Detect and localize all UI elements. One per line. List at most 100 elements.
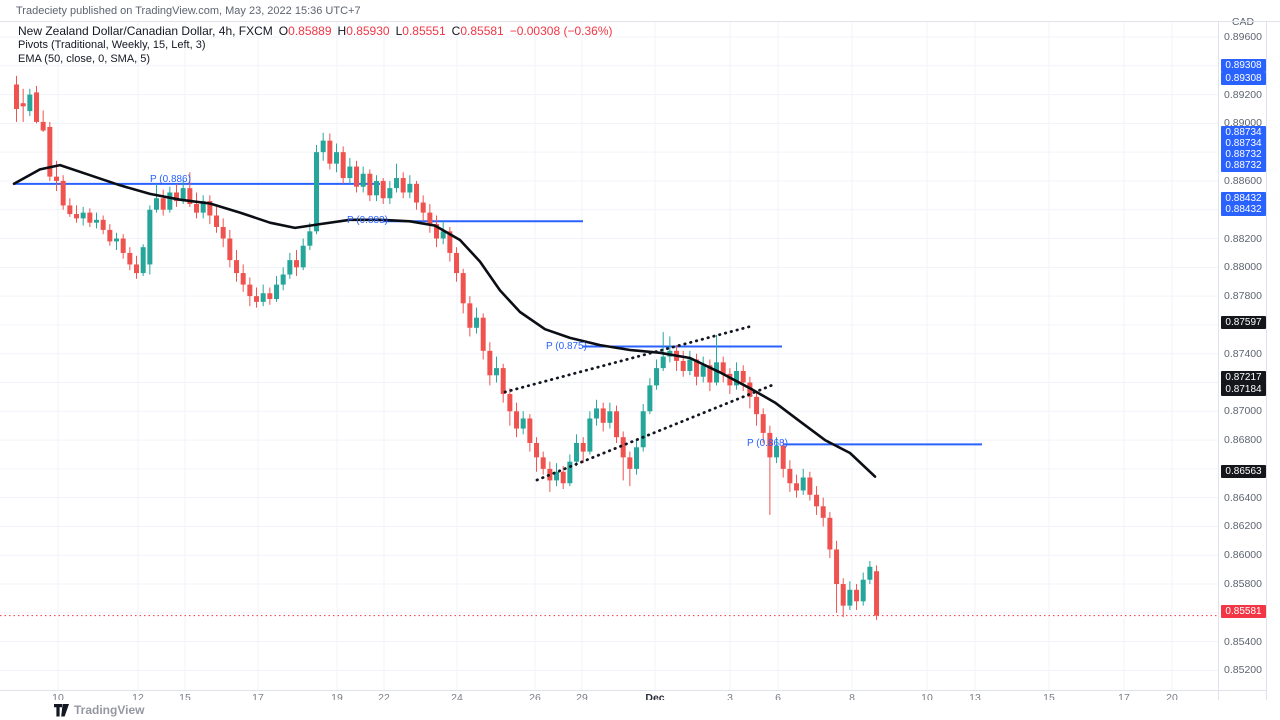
candle-body (587, 418, 593, 452)
candle-body (314, 152, 320, 232)
candle-body (427, 212, 433, 225)
candle-body (367, 173, 373, 196)
candle-body (347, 166, 353, 179)
candle-body (527, 418, 533, 443)
candle-body (607, 411, 613, 423)
candle-body (380, 180, 386, 199)
candle-body (514, 411, 520, 429)
candle-body (707, 365, 713, 383)
trendline-drawing[interactable] (535, 382, 777, 482)
candle-body (267, 293, 273, 299)
candle-body (120, 238, 126, 253)
candle-body (127, 252, 133, 265)
tradingview-logo-icon (54, 703, 69, 716)
candle-body (194, 203, 200, 213)
candle-body (867, 566, 873, 580)
indicator-ema[interactable]: EMA (50, close, 0, SMA, 5) (18, 53, 151, 65)
candle-body (467, 303, 473, 328)
candle-body (254, 296, 260, 302)
candle-body (827, 517, 833, 550)
ohlc-open-value: 0.85889 (288, 24, 332, 38)
candle-body (774, 445, 780, 458)
candle-body (414, 183, 420, 203)
candle-body (14, 84, 19, 109)
candle-body (800, 477, 806, 491)
symbol-title[interactable]: New Zealand Dollar/Canadian Dollar, 4h, … (18, 24, 273, 38)
candle-body (100, 219, 106, 230)
tradingview-logo[interactable]: TradingView (54, 703, 144, 717)
candle-body (787, 468, 793, 484)
candle-body (280, 274, 286, 285)
candle-body (287, 260, 293, 275)
candle-body (460, 273, 466, 304)
candle-body (334, 152, 340, 164)
candle-body (454, 252, 460, 274)
candle-body (547, 468, 553, 481)
candle-body (794, 483, 800, 491)
candle-body (574, 442, 580, 462)
candle-body (760, 414, 766, 433)
candle-body (27, 94, 33, 112)
candle-body (687, 359, 693, 371)
candle-body (567, 461, 573, 484)
candle-body (740, 370, 746, 383)
candle-body (494, 368, 500, 376)
candle-body (387, 188, 393, 199)
candle-body (20, 103, 26, 107)
candle-body (447, 231, 453, 253)
candle-body (594, 408, 600, 419)
indicator-pivots[interactable]: Pivots (Traditional, Weekly, 15, Left, 3… (18, 39, 206, 51)
candle-body (627, 457, 633, 469)
candle-body (340, 152, 346, 179)
candle-body (47, 126, 53, 177)
candle-body (114, 238, 120, 242)
trendline-drawing[interactable] (503, 324, 754, 394)
candle-body (700, 365, 706, 377)
candle-body (814, 494, 820, 507)
ohlc-open-key: O (278, 24, 289, 38)
candle-body (600, 408, 606, 423)
ohlc-low-key: L (395, 24, 403, 38)
candle-body (614, 411, 620, 438)
candle-body (560, 471, 566, 484)
candle-body (480, 317, 486, 351)
price-axis-divider[interactable] (1218, 21, 1219, 705)
candle-body (580, 442, 586, 452)
candle-body (780, 445, 786, 469)
candle-body (734, 370, 740, 386)
candle-body (554, 471, 560, 481)
candle-body (34, 92, 40, 122)
candle-body (140, 247, 146, 274)
candle-body (420, 202, 426, 213)
candle-body (654, 368, 660, 386)
footer-bar (0, 700, 1280, 720)
candle-body (754, 396, 760, 415)
candle-body (134, 264, 140, 274)
candle-body (167, 192, 173, 210)
candle-body (207, 201, 213, 216)
time-axis-divider[interactable] (0, 690, 1266, 691)
candle-body (540, 457, 546, 469)
candle-body (107, 229, 113, 242)
candle-body (180, 188, 186, 202)
ema-line[interactable] (12, 163, 877, 478)
ohlc-close-value: 0.85581 (460, 24, 504, 38)
candle-body (360, 173, 366, 187)
attribution: Tradeciety published on TradingView.com,… (16, 5, 361, 17)
candle-body (274, 284, 280, 299)
candle-body (874, 571, 880, 616)
candle-body (374, 180, 380, 196)
candle-body (40, 121, 46, 131)
candle-body (440, 231, 446, 239)
ohlc-high-key: H (337, 24, 347, 38)
candle-body (234, 260, 240, 274)
candle-body (727, 373, 733, 386)
candle-body (74, 214, 80, 219)
candle-body (260, 293, 266, 302)
candle-body (820, 506, 826, 518)
tradingview-logo-text: TradingView (74, 703, 145, 717)
candle-body (807, 477, 813, 495)
candle-body (620, 437, 626, 458)
candle-body (434, 224, 440, 239)
